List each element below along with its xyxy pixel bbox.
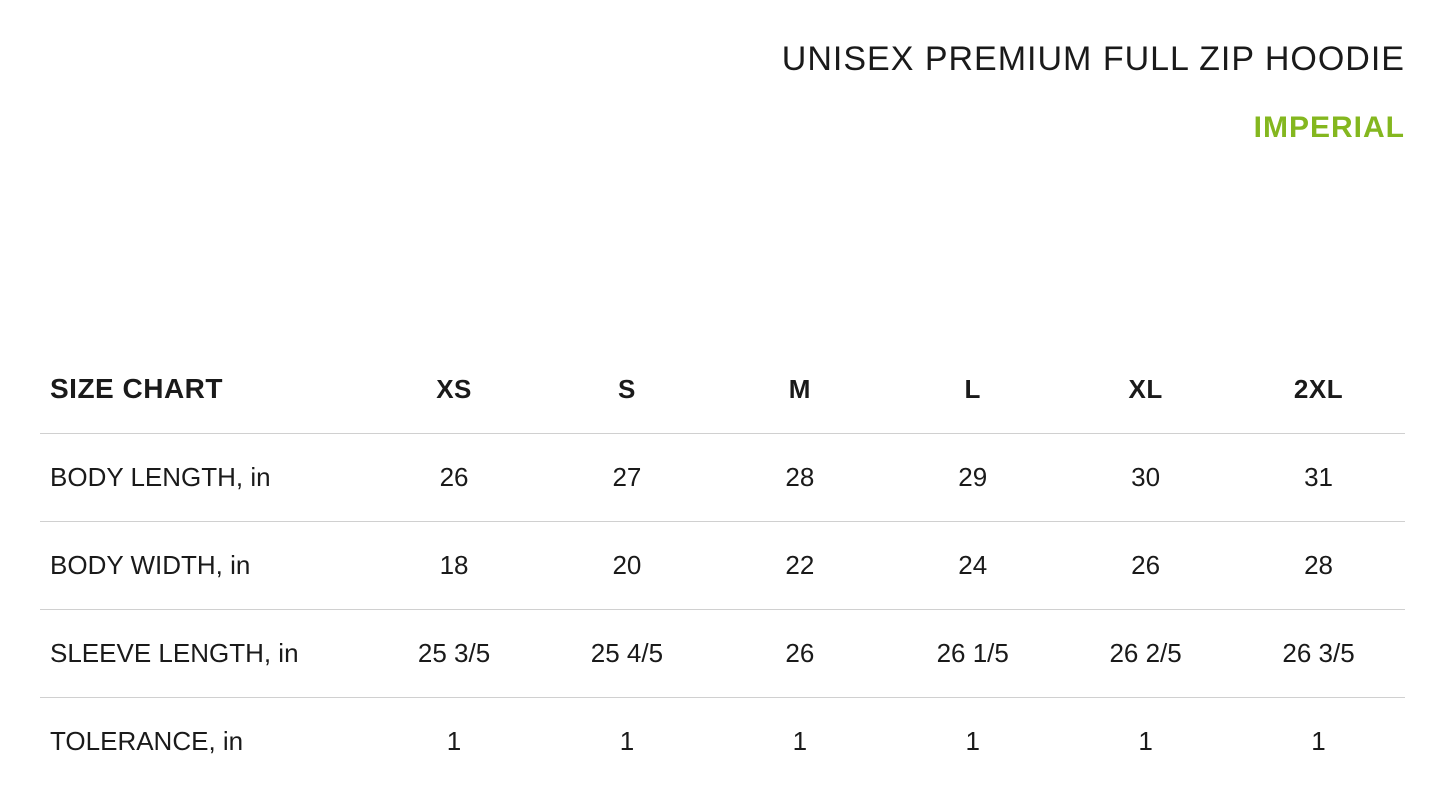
cell: 22 — [713, 522, 886, 610]
cell: 27 — [540, 434, 713, 522]
cell: 26 2/5 — [1059, 610, 1232, 698]
cell: 31 — [1232, 434, 1405, 522]
row-label: BODY LENGTH, in — [40, 434, 368, 522]
cell: 26 1/5 — [886, 610, 1059, 698]
col-header: XS — [368, 345, 541, 434]
cell: 1 — [1232, 698, 1405, 786]
cell: 1 — [886, 698, 1059, 786]
cell: 1 — [1059, 698, 1232, 786]
page: UNISEX PREMIUM FULL ZIP HOODIE IMPERIAL … — [0, 0, 1445, 785]
row-label: BODY WIDTH, in — [40, 522, 368, 610]
col-header: 2XL — [1232, 345, 1405, 434]
cell: 29 — [886, 434, 1059, 522]
cell: 1 — [713, 698, 886, 786]
cell: 28 — [713, 434, 886, 522]
table-row: BODY WIDTH, in 18 20 22 24 26 28 — [40, 522, 1405, 610]
size-chart-table: SIZE CHART XS S M L XL 2XL BODY LENGTH, … — [40, 345, 1405, 785]
row-label: SLEEVE LENGTH, in — [40, 610, 368, 698]
cell: 24 — [886, 522, 1059, 610]
cell: 25 3/5 — [368, 610, 541, 698]
cell: 28 — [1232, 522, 1405, 610]
cell: 26 — [1059, 522, 1232, 610]
product-title: UNISEX PREMIUM FULL ZIP HOODIE — [40, 40, 1405, 79]
header: UNISEX PREMIUM FULL ZIP HOODIE IMPERIAL — [40, 40, 1405, 145]
cell: 26 3/5 — [1232, 610, 1405, 698]
col-header: XL — [1059, 345, 1232, 434]
table-row: SLEEVE LENGTH, in 25 3/5 25 4/5 26 26 1/… — [40, 610, 1405, 698]
cell: 26 — [368, 434, 541, 522]
cell: 1 — [540, 698, 713, 786]
row-label: TOLERANCE, in — [40, 698, 368, 786]
col-header: S — [540, 345, 713, 434]
unit-label: IMPERIAL — [40, 111, 1405, 145]
cell: 30 — [1059, 434, 1232, 522]
col-header: L — [886, 345, 1059, 434]
cell: 26 — [713, 610, 886, 698]
table-row: BODY LENGTH, in 26 27 28 29 30 31 — [40, 434, 1405, 522]
table-header-row: SIZE CHART XS S M L XL 2XL — [40, 345, 1405, 434]
cell: 25 4/5 — [540, 610, 713, 698]
cell: 18 — [368, 522, 541, 610]
table-row: TOLERANCE, in 1 1 1 1 1 1 — [40, 698, 1405, 786]
col-header: M — [713, 345, 886, 434]
cell: 1 — [368, 698, 541, 786]
size-chart-corner-label: SIZE CHART — [40, 345, 368, 434]
cell: 20 — [540, 522, 713, 610]
